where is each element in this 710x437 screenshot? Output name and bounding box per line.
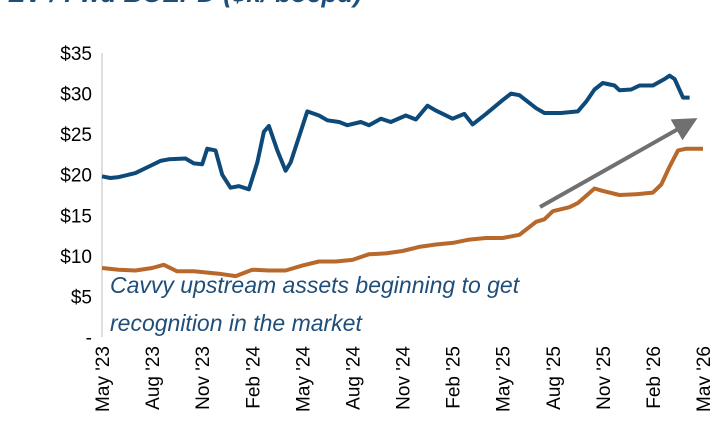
annotation: recognition in the market [110, 310, 363, 336]
chart-title: EV / Fwd BOEPD ($k/ boepd) [8, 0, 362, 8]
y-tick-label: - [86, 328, 92, 349]
x-tick-label: Nov '23 [193, 346, 214, 410]
x-tick-label: Nov '25 [594, 346, 615, 410]
y-tick-label: $15 [60, 206, 92, 227]
x-tick-label: Feb '25 [444, 346, 465, 409]
annotation: Cavvy upstream assets beginning to get [110, 272, 521, 298]
x-tick-label: May '25 [494, 346, 515, 412]
x-tick-label: Aug '25 [544, 346, 565, 410]
x-tick-label: May '26 [694, 346, 710, 412]
x-tick-label: Feb '24 [243, 346, 264, 409]
series-line [101, 146, 703, 279]
y-tick-label: $20 [60, 166, 92, 187]
y-tick-label: $25 [60, 125, 92, 146]
x-tick-label: Nov '24 [394, 346, 415, 410]
y-tick-label: $10 [60, 247, 92, 268]
x-tick-label: Aug '24 [343, 346, 364, 410]
series-line [101, 73, 690, 192]
y-tick-label: $30 [60, 85, 92, 106]
x-tick-label: May '24 [293, 346, 314, 412]
x-tick-label: May '23 [93, 346, 114, 412]
y-tick-label: $35 [60, 44, 92, 65]
y-tick-label: $5 [71, 287, 92, 308]
trend-arrow [539, 118, 698, 209]
x-tick-label: Aug '23 [143, 346, 164, 410]
x-tick-label: Feb '26 [644, 346, 665, 409]
